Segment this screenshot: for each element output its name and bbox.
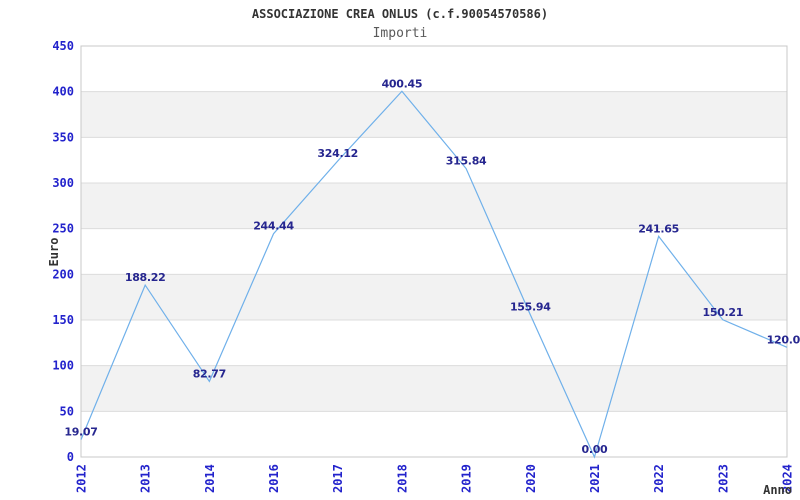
x-tick-label: 2023	[716, 464, 730, 493]
data-labels: 19.07 188.22 82.77 244.44 324.12 400.45 315.84…	[64, 77, 800, 456]
y-tick-label: 100	[52, 359, 74, 373]
y-tick-label: 50	[60, 404, 74, 418]
x-tick-label: 2014	[203, 464, 217, 493]
data-label: 188.22	[125, 271, 166, 284]
x-tick-label: 2012	[75, 464, 89, 493]
data-label: 315.84	[446, 155, 487, 168]
y-tick-label: 300	[52, 176, 74, 190]
y-tick-label: 350	[52, 130, 74, 144]
data-label: 82.77	[193, 367, 226, 380]
data-label: 400.45	[382, 77, 423, 90]
x-tick-label: 2024	[781, 464, 795, 493]
y-tick-label: 450	[52, 39, 74, 53]
x-axis-ticks: 2012 2013 2014 2016 2017 2018 2019 2020 2021 2022…	[75, 464, 795, 493]
plot-band	[81, 365, 787, 412]
chart-subtitle: Importi	[373, 26, 428, 41]
y-tick-label: 0	[67, 450, 74, 464]
x-tick-label: 2019	[460, 464, 474, 493]
y-axis-title: Euro	[47, 238, 61, 267]
plot-bands	[81, 91, 787, 412]
x-tick-label: 2021	[588, 464, 602, 493]
y-axis-ticks: 0 50 100 150 200 250 300 350 400 450	[52, 39, 74, 464]
x-tick-label: 2013	[139, 464, 153, 493]
y-tick-label: 150	[52, 313, 74, 327]
series-line	[80, 90, 788, 459]
x-tick-label: 2020	[524, 464, 538, 493]
data-label: 244.44	[253, 220, 294, 233]
data-label: 19.07	[64, 426, 97, 439]
y-tick-label: 200	[52, 267, 74, 281]
data-label: 241.65	[638, 222, 679, 235]
y-tick-label: 400	[52, 85, 74, 99]
x-tick-label: 2016	[267, 464, 281, 493]
data-label: 324.12	[317, 147, 358, 160]
data-label: 155.94	[510, 301, 551, 314]
x-axis-title: Anno	[763, 483, 792, 497]
plot-band	[81, 274, 787, 320]
chart-title: ASSOCIAZIONE CREA ONLUS (c.f.90054570586…	[252, 7, 548, 21]
x-tick-label: 2018	[395, 464, 409, 493]
data-label: 150.21	[702, 306, 743, 319]
data-label: 120.07	[767, 333, 800, 346]
x-tick-label: 2022	[652, 464, 666, 493]
plot-border	[80, 45, 788, 458]
y-tick-label: 250	[52, 222, 74, 236]
x-tick-label: 2017	[331, 464, 345, 493]
data-label: 0.00	[581, 443, 608, 456]
plot-band	[81, 183, 787, 229]
